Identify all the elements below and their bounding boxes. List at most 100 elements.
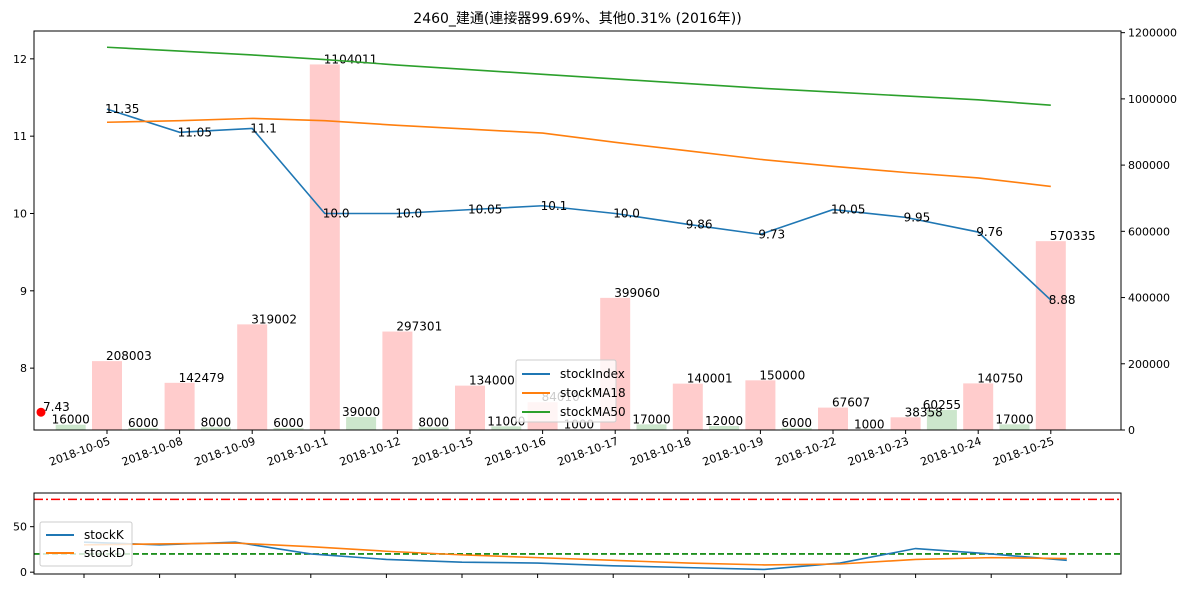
volume-label: 399060	[614, 286, 660, 300]
index-value-label: 10.05	[831, 203, 865, 217]
line-stockMA18	[106, 117, 1051, 188]
volume-bar	[418, 427, 449, 430]
volume-label: 39000	[342, 405, 380, 419]
volume-bar	[818, 407, 848, 430]
volume-bar	[781, 428, 812, 430]
volume-label: 142479	[179, 371, 225, 385]
volume-label: 6000	[781, 416, 812, 430]
volume-bar	[92, 361, 122, 430]
volume-bar	[926, 410, 957, 430]
x-tick-label: 2018-10-25	[991, 435, 1056, 469]
volume-bar	[672, 383, 703, 430]
x-tick-label: 2018-10-15	[410, 435, 475, 469]
y2-tick-label: 800000	[1128, 159, 1170, 172]
volume-bar	[491, 426, 522, 430]
volume-bar	[164, 382, 195, 430]
volume-label: 319002	[251, 312, 297, 326]
y2-tick-label: 0	[1128, 424, 1135, 437]
volume-label: 17000	[995, 412, 1033, 426]
volume-label: 140001	[687, 372, 733, 386]
x-tick-label: 2018-10-05	[47, 435, 112, 469]
volume-label: 570335	[1050, 229, 1096, 243]
x-tick-label: 2018-10-17	[556, 435, 621, 469]
index-value-label: 10.05	[468, 203, 502, 217]
x-tick-label: 2018-10-08	[120, 435, 185, 469]
volume-label: 16000	[52, 413, 90, 427]
index-value-label: 9.95	[904, 210, 931, 224]
volume-bar	[1035, 241, 1066, 430]
legend-label: stockMA18	[560, 386, 626, 400]
marker-label: 7.43	[43, 400, 70, 414]
x-tick-label: 2018-10-22	[773, 435, 838, 469]
index-value-label: 9.76	[976, 225, 1003, 239]
volume-bar	[309, 64, 340, 430]
volume-label: 12000	[705, 414, 743, 428]
index-value-label: 11.1	[250, 121, 277, 135]
volume-label: 140750	[977, 371, 1023, 385]
y-tick-label: 10	[13, 207, 27, 220]
index-value-label: 10.1	[541, 199, 568, 213]
x-tick-label: 2018-10-11	[265, 435, 330, 469]
volume-bar	[55, 424, 86, 430]
line-stockD	[83, 542, 1067, 566]
kd-y-tick-label: 0	[20, 566, 27, 579]
index-value-label: 10.0	[395, 206, 422, 220]
index-value-label: 9.86	[686, 217, 713, 231]
x-tick-label: 2018-10-16	[483, 435, 548, 469]
x-tick-label: 2018-10-12	[338, 435, 403, 469]
kd-legend-label: stockK	[84, 528, 125, 542]
y2-tick-label: 200000	[1128, 358, 1170, 371]
x-tick-label: 2018-10-19	[701, 435, 766, 469]
y2-tick-label: 400000	[1128, 292, 1170, 305]
plot-frame	[33, 30, 1122, 431]
volume-bar	[346, 417, 377, 430]
x-tick-label: 2018-10-23	[846, 435, 911, 469]
kd-legend-label: stockD	[84, 546, 125, 560]
marker-point	[36, 407, 46, 417]
volume-label: 208003	[106, 349, 152, 363]
legend-label: stockIndex	[560, 367, 625, 381]
volume-label: 150000	[759, 368, 805, 382]
index-value-label: 9.73	[758, 227, 785, 241]
volume-bar	[890, 417, 921, 430]
line-stockIndex	[106, 108, 1052, 301]
volume-bar	[455, 385, 485, 430]
y2-tick-label: 1200000	[1128, 27, 1177, 40]
volume-bar	[273, 428, 304, 430]
kd-frame	[33, 492, 1122, 575]
chart-title: 2460_建通(連接器99.69%、其他0.31% (2016年))	[413, 10, 741, 27]
index-value-label: 10.0	[613, 206, 640, 220]
index-value-label: 11.35	[105, 102, 139, 116]
x-tick-label: 2018-10-09	[193, 435, 258, 469]
volume-label: 6000	[128, 416, 159, 430]
volume-label: 8000	[201, 415, 232, 429]
y2-tick-label: 1000000	[1128, 93, 1177, 106]
volume-label: 17000	[632, 412, 670, 426]
volume-label: 1000	[854, 418, 885, 432]
line-stockMA50	[106, 46, 1051, 107]
kd-y-tick-label: 50	[13, 521, 27, 534]
volume-bar	[709, 426, 740, 430]
volume-label: 6000	[273, 416, 304, 430]
y-tick-label: 9	[20, 285, 27, 298]
y-tick-label: 8	[20, 362, 27, 375]
index-value-label: 10.0	[323, 206, 350, 220]
y-tick-label: 11	[13, 130, 27, 143]
volume-label: 38358	[905, 405, 943, 419]
legend-label: stockMA50	[560, 405, 626, 419]
x-tick-label: 2018-10-18	[628, 435, 693, 469]
line-stockK	[83, 541, 1067, 571]
y-tick-label: 12	[13, 53, 27, 66]
volume-label: 67607	[832, 396, 870, 410]
index-value-label: 11.05	[178, 125, 212, 139]
volume-label: 8000	[418, 415, 449, 429]
volume-bar	[963, 383, 994, 430]
volume-label: 297301	[396, 320, 442, 334]
volume-bar	[200, 427, 231, 430]
volume-label: 60255	[923, 398, 961, 412]
volume-bar	[999, 424, 1030, 430]
volume-bar	[382, 331, 413, 430]
index-value-label: 8.88	[1049, 293, 1076, 307]
legend-box	[515, 359, 617, 423]
